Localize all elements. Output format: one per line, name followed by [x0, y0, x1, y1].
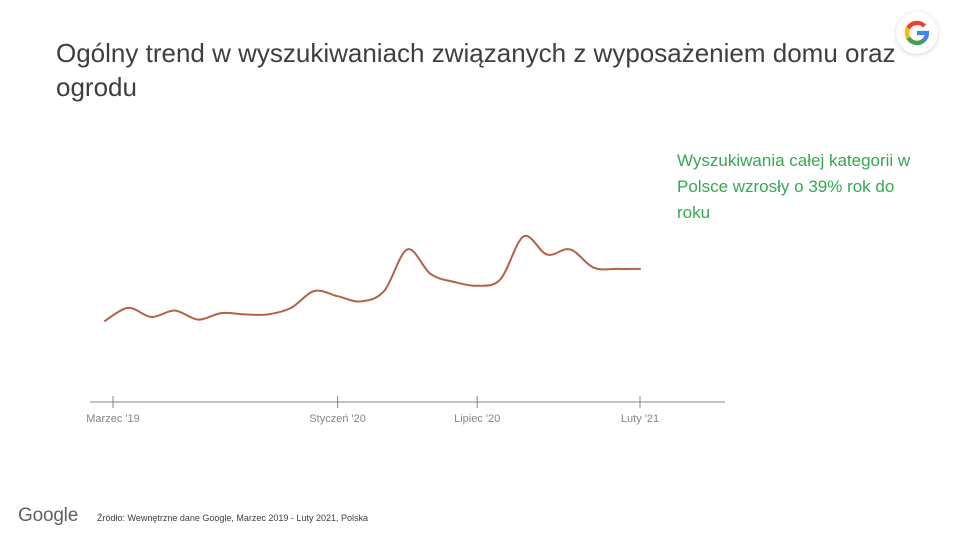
callout-text: Wyszukiwania całej kategorii w Polsce wz…: [677, 151, 911, 222]
slide-title: Ogólny trend w wyszukiwaniach związanych…: [56, 38, 896, 102]
google-g-icon: [904, 20, 930, 46]
x-tick-label: Styczeń '20: [309, 413, 366, 425]
google-badge: [896, 12, 938, 54]
x-tick-label: Luty '21: [621, 413, 659, 425]
series-line: [104, 234, 641, 322]
google-logo: Google: [18, 505, 79, 526]
x-tick-label: Marzec '19: [86, 413, 139, 425]
x-tick-label: Lipiec '20: [454, 413, 500, 425]
source-note: Źródło: Wewnętrzne dane Google, Marzec 2…: [97, 513, 368, 523]
